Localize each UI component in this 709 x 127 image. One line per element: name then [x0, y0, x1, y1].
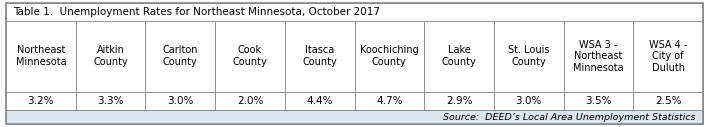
- Text: County: County: [93, 57, 128, 67]
- Bar: [494, 91, 564, 110]
- Text: County: County: [372, 57, 407, 67]
- Text: 4.4%: 4.4%: [306, 96, 333, 106]
- Bar: [215, 91, 285, 110]
- Bar: [215, 20, 285, 91]
- Bar: [494, 20, 564, 91]
- Text: Northeast: Northeast: [574, 51, 623, 61]
- Text: 2.5%: 2.5%: [655, 96, 681, 106]
- Text: County: County: [302, 57, 337, 67]
- Bar: [6, 20, 76, 91]
- Text: County: County: [163, 57, 198, 67]
- Text: Itasca: Itasca: [305, 45, 334, 55]
- Text: St. Louis: St. Louis: [508, 45, 549, 55]
- Text: Aitkin: Aitkin: [96, 45, 125, 55]
- Text: 3.5%: 3.5%: [585, 96, 612, 106]
- Bar: [285, 91, 354, 110]
- Text: 3.0%: 3.0%: [515, 96, 542, 106]
- Bar: [564, 20, 633, 91]
- Text: County: County: [233, 57, 267, 67]
- Bar: [6, 110, 703, 124]
- Text: WSA 4 -: WSA 4 -: [649, 39, 687, 50]
- Bar: [564, 91, 633, 110]
- Text: County: County: [511, 57, 546, 67]
- Text: Cook: Cook: [238, 45, 262, 55]
- Bar: [6, 3, 703, 20]
- Text: 2.0%: 2.0%: [237, 96, 263, 106]
- Text: Table 1.  Unemployment Rates for Northeast Minnesota, October 2017: Table 1. Unemployment Rates for Northeas…: [13, 7, 380, 17]
- Bar: [76, 20, 145, 91]
- Text: County: County: [442, 57, 476, 67]
- Text: 3.3%: 3.3%: [97, 96, 124, 106]
- Bar: [145, 91, 215, 110]
- Bar: [76, 91, 145, 110]
- Bar: [633, 20, 703, 91]
- Text: City of: City of: [652, 51, 684, 61]
- Text: Source:  DEED’s Local Area Unemployment Statistics: Source: DEED’s Local Area Unemployment S…: [443, 113, 696, 122]
- Bar: [354, 91, 424, 110]
- Text: WSA 3 -: WSA 3 -: [579, 39, 618, 50]
- Text: 3.0%: 3.0%: [167, 96, 194, 106]
- Text: Minnesota: Minnesota: [16, 57, 66, 67]
- Bar: [354, 20, 424, 91]
- Text: Northeast: Northeast: [17, 45, 65, 55]
- Bar: [424, 91, 494, 110]
- Text: Duluth: Duluth: [652, 62, 685, 73]
- Text: Lake: Lake: [447, 45, 471, 55]
- Bar: [145, 20, 215, 91]
- Bar: [285, 20, 354, 91]
- Text: 3.2%: 3.2%: [28, 96, 54, 106]
- Text: Koochiching: Koochiching: [360, 45, 419, 55]
- Text: 4.7%: 4.7%: [376, 96, 403, 106]
- Text: 2.9%: 2.9%: [446, 96, 472, 106]
- Text: Carlton: Carlton: [162, 45, 198, 55]
- Bar: [6, 91, 76, 110]
- Bar: [424, 20, 494, 91]
- Bar: [633, 91, 703, 110]
- Text: Minnesota: Minnesota: [573, 62, 624, 73]
